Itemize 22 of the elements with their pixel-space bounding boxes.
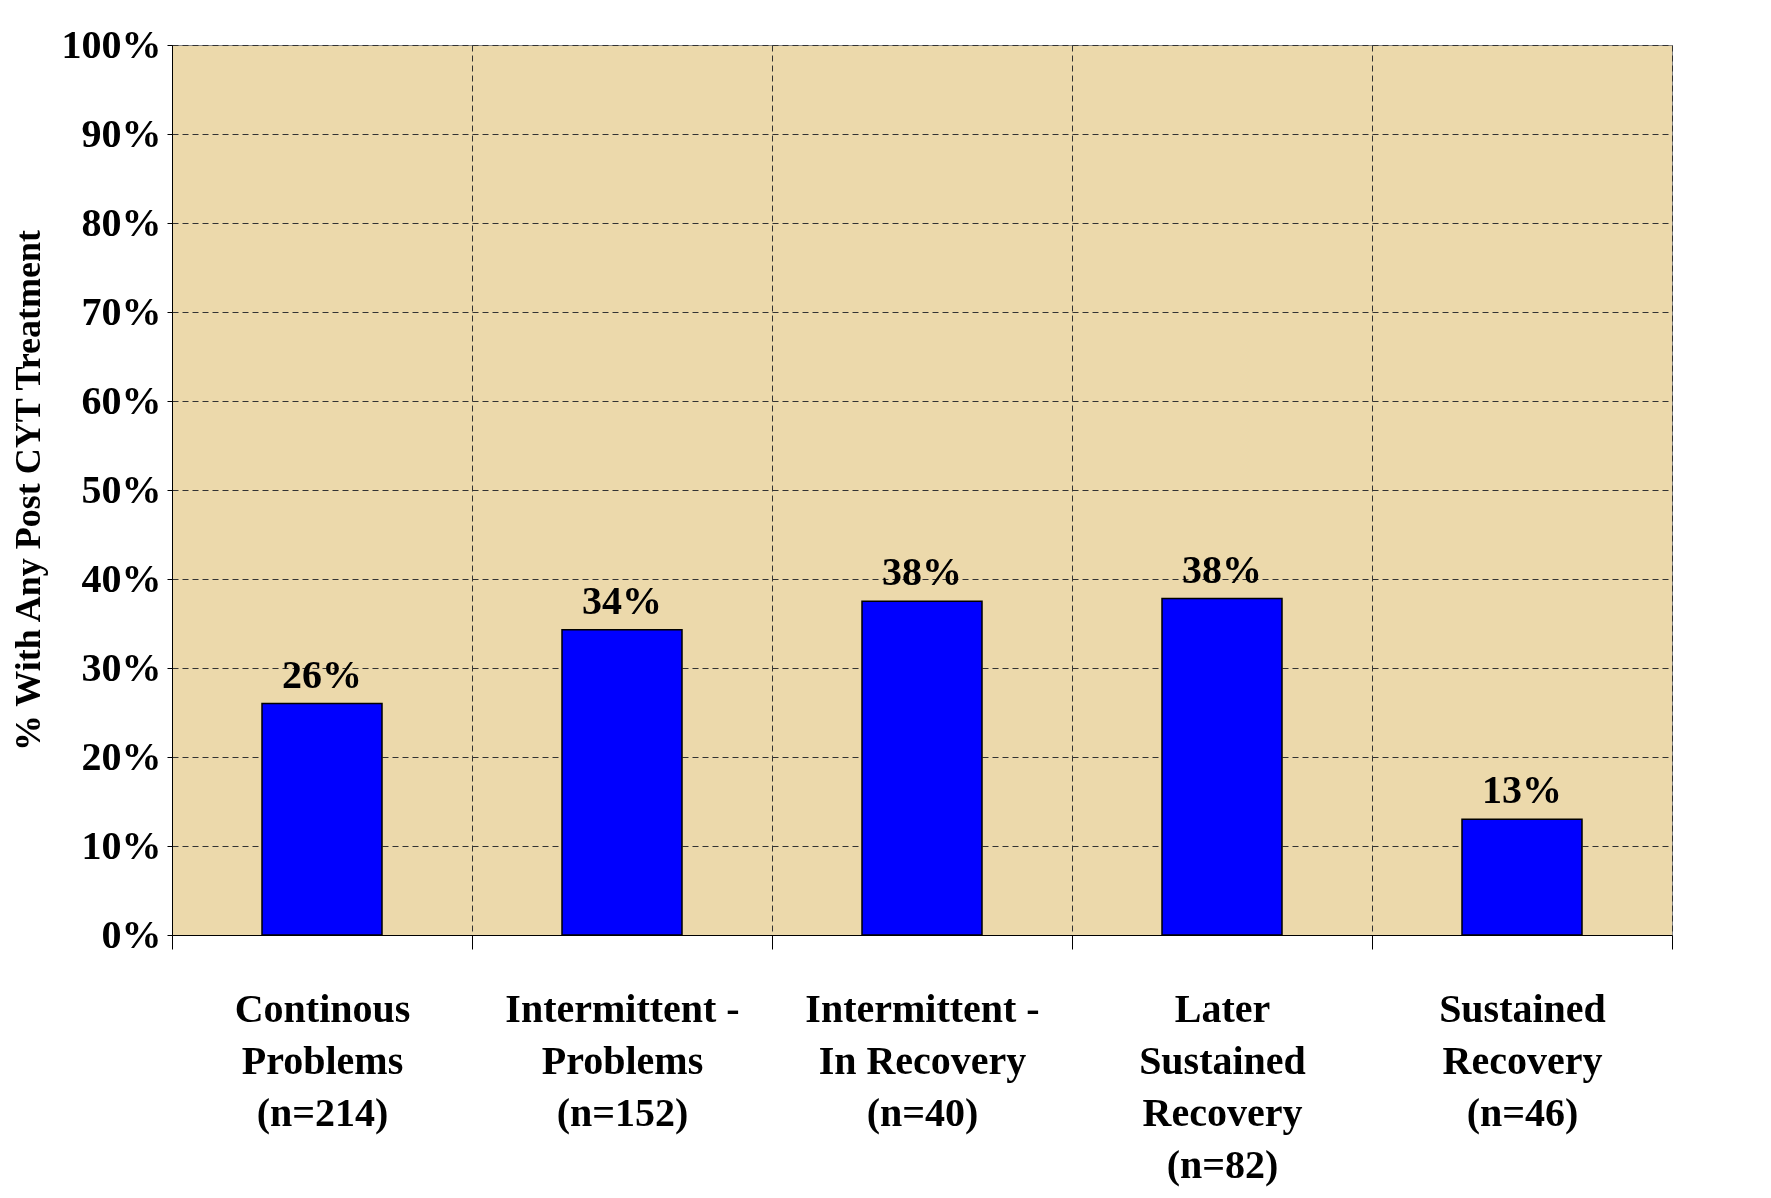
y-tick-label: 20% [81, 733, 162, 779]
data-label: 26% [282, 651, 362, 697]
y-tick-label: 50% [81, 466, 162, 512]
x-tick-label: Continous Problems (n=214) [234, 985, 411, 1135]
x-tick-label: Sustained Recovery (n=46) [1439, 985, 1606, 1135]
y-tick-label: 10% [81, 822, 162, 868]
data-label: 13% [1482, 767, 1562, 813]
x-tick-label: Intermittent - Problems (n=152) [505, 985, 740, 1135]
data-label: 38% [882, 549, 962, 595]
y-tick-label: 60% [81, 377, 162, 423]
data-label: 38% [1182, 546, 1262, 592]
y-tick-label: 80% [81, 199, 162, 245]
data-label: 34% [582, 577, 662, 623]
y-axis-title: % With Any Post CYT Treatment [7, 229, 48, 752]
x-tick-label: Later Sustained Recovery (n=82) [1139, 985, 1306, 1187]
y-tick-label: 40% [81, 555, 162, 601]
y-tick-label: 0% [101, 911, 162, 957]
y-tick-label: 90% [81, 110, 162, 156]
y-tick-label: 30% [81, 644, 162, 690]
y-tick-label: 70% [81, 288, 162, 334]
y-tick-label: 100% [61, 21, 162, 67]
x-tick-label: Intermittent - In Recovery (n=40) [805, 985, 1040, 1135]
